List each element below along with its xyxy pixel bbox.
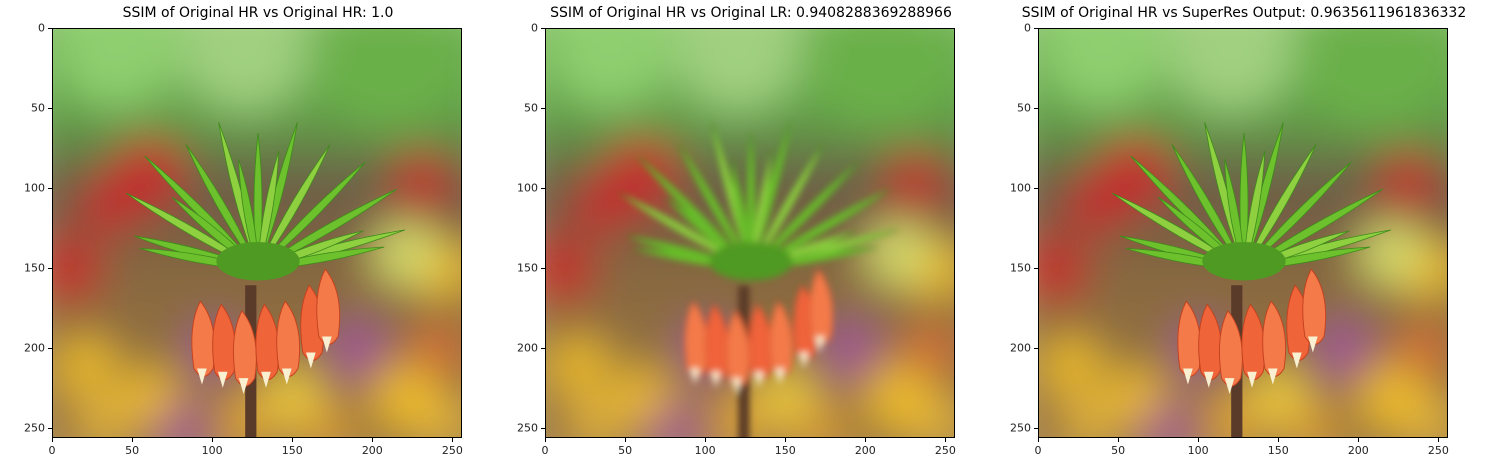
y-tick-label: 0 <box>1024 21 1031 35</box>
x-tick-mark <box>452 438 454 442</box>
x-tick-mark <box>785 438 787 442</box>
y-tick-label: 250 <box>24 421 45 435</box>
x-tick-label: 100 <box>201 444 223 457</box>
x-tick-mark <box>625 438 627 442</box>
y-tick-label: 0 <box>38 21 45 35</box>
y-tick-label: 100 <box>517 181 538 195</box>
y-tick-mark <box>1034 348 1038 350</box>
x-tick-mark <box>212 438 214 442</box>
y-tick-mark <box>1034 108 1038 110</box>
y-tick-label: 150 <box>517 261 538 275</box>
x-tick-label: 200 <box>361 444 383 457</box>
y-tick-label: 100 <box>1010 181 1031 195</box>
y-tick-mark <box>48 428 52 430</box>
y-tick-label: 0 <box>531 21 538 35</box>
x-tick-label: 0 <box>541 444 549 457</box>
x-tick-mark <box>865 438 867 442</box>
x-tick-label: 150 <box>1267 444 1289 457</box>
y-tick-label: 50 <box>524 101 538 115</box>
x-tick-mark <box>1038 438 1039 442</box>
y-tick-label: 200 <box>1010 341 1031 355</box>
panel-title: SSIM of Original HR vs SuperRes Output: … <box>1021 5 1467 21</box>
x-tick-label: 250 <box>934 444 956 457</box>
x-tick-mark <box>292 438 294 442</box>
x-tick-label: 0 <box>48 444 56 457</box>
flower-image <box>53 29 461 437</box>
y-tick-mark <box>1034 428 1038 430</box>
y-tick-mark <box>1034 188 1038 190</box>
y-tick-label: 50 <box>31 101 45 115</box>
y-tick-mark <box>1034 28 1038 29</box>
y-tick-mark <box>541 188 545 190</box>
x-tick-mark <box>1198 438 1200 442</box>
flower <box>126 122 406 437</box>
y-tick-mark <box>48 108 52 110</box>
y-tick-label: 200 <box>24 341 45 355</box>
y-tick-label: 200 <box>517 341 538 355</box>
x-tick-label: 200 <box>1347 444 1369 457</box>
x-tick-mark <box>1118 438 1120 442</box>
flower <box>1112 122 1392 437</box>
x-tick-mark <box>52 438 53 442</box>
y-tick-mark <box>48 268 52 270</box>
x-tick-label: 50 <box>618 444 633 457</box>
flower-image <box>1039 29 1447 437</box>
x-tick-label: 50 <box>125 444 140 457</box>
y-tick-label: 100 <box>24 181 45 195</box>
x-tick-label: 200 <box>854 444 876 457</box>
flower <box>619 122 899 437</box>
y-tick-mark <box>541 348 545 350</box>
x-tick-mark <box>945 438 947 442</box>
x-tick-label: 150 <box>281 444 303 457</box>
x-tick-label: 250 <box>1427 444 1449 457</box>
y-tick-label: 50 <box>1017 101 1031 115</box>
y-tick-label: 150 <box>24 261 45 275</box>
x-tick-mark <box>705 438 707 442</box>
y-tick-mark <box>541 28 545 29</box>
panel-title: SSIM of Original HR vs Original LR: 0.94… <box>550 5 952 21</box>
y-tick-mark <box>1034 268 1038 270</box>
image-axes <box>545 28 955 438</box>
y-tick-mark <box>541 428 545 430</box>
y-tick-mark <box>541 268 545 270</box>
y-tick-label: 250 <box>517 421 538 435</box>
x-tick-mark <box>1358 438 1360 442</box>
x-tick-label: 50 <box>1111 444 1126 457</box>
panel-title: SSIM of Original HR vs Original HR: 1.0 <box>122 5 394 21</box>
x-tick-label: 250 <box>441 444 463 457</box>
y-tick-mark <box>48 348 52 350</box>
y-tick-mark <box>48 188 52 190</box>
x-tick-mark <box>1438 438 1440 442</box>
y-tick-label: 250 <box>1010 421 1031 435</box>
y-tick-mark <box>541 108 545 110</box>
x-tick-mark <box>372 438 374 442</box>
image-axes <box>1038 28 1448 438</box>
x-tick-label: 100 <box>694 444 716 457</box>
y-tick-mark <box>48 28 52 29</box>
x-tick-label: 100 <box>1187 444 1209 457</box>
x-tick-mark <box>545 438 546 442</box>
y-tick-label: 150 <box>1010 261 1031 275</box>
x-tick-label: 150 <box>774 444 796 457</box>
x-tick-label: 0 <box>1034 444 1042 457</box>
image-axes <box>52 28 462 438</box>
flower-image <box>546 29 954 437</box>
x-tick-mark <box>132 438 134 442</box>
x-tick-mark <box>1278 438 1280 442</box>
